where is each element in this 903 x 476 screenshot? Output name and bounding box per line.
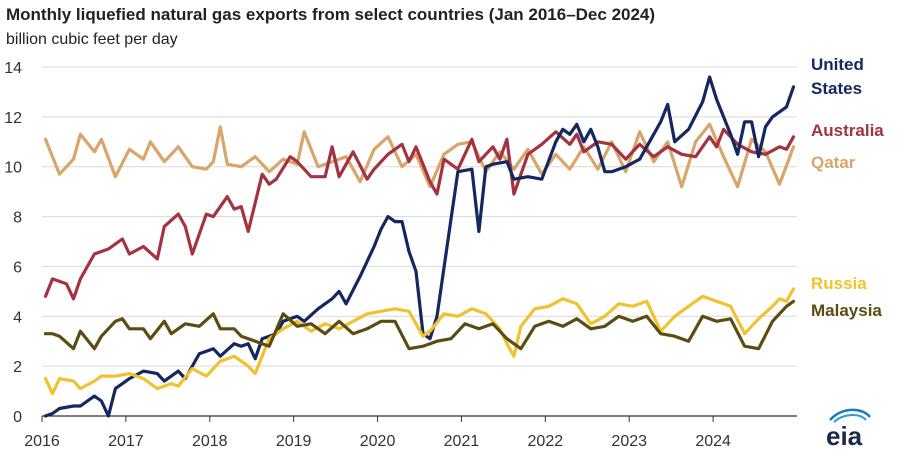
series-line-united-states <box>43 75 796 418</box>
y-tick-label: 12 <box>4 110 22 127</box>
y-tick-label: 2 <box>13 359 22 376</box>
series-line-russia <box>43 287 796 396</box>
series-label-united-states: United <box>811 55 864 74</box>
series-label-russia: Russia <box>811 274 867 293</box>
series-line-australia <box>43 127 796 301</box>
series-lines <box>43 75 796 418</box>
y-tick-label: 4 <box>13 309 22 326</box>
y-axis-unit-label: billion cubic feet per day <box>6 31 178 48</box>
eia-logo-text: eia <box>826 421 863 449</box>
x-tick-label: 2017 <box>108 433 144 450</box>
x-tick-label: 2022 <box>528 433 564 450</box>
y-tick-label: 8 <box>13 210 22 227</box>
series-line-malaysia <box>43 299 796 351</box>
x-tick-label: 2024 <box>695 433 731 450</box>
x-axis: 2016 2017 2018 2019 2020 2021 2022 2023 2024 <box>24 415 797 450</box>
series-label-malaysia: Malaysia <box>811 301 882 320</box>
x-tick-label: 2019 <box>276 433 312 450</box>
y-tick-label: 10 <box>4 160 22 177</box>
x-tick-label: 2021 <box>444 433 480 450</box>
eia-logo: eia <box>820 405 880 451</box>
series-labels: Qatar Australia United States Russia Malaysia <box>811 55 884 320</box>
x-tick-label: 2016 <box>24 433 60 450</box>
chart-title: Monthly liquefied natural gas exports fr… <box>6 5 656 24</box>
x-tick-label: 2018 <box>192 433 228 450</box>
y-axis-ticks: 0 2 4 6 8 10 12 14 <box>4 60 22 426</box>
series-label-united-states: States <box>811 79 862 98</box>
y-tick-label: 14 <box>4 60 22 77</box>
x-tick-label: 2020 <box>360 433 396 450</box>
series-label-qatar: Qatar <box>811 153 856 172</box>
y-tick-label: 0 <box>13 409 22 426</box>
y-tick-label: 6 <box>13 259 22 276</box>
gridlines <box>42 66 797 367</box>
series-label-australia: Australia <box>811 121 884 140</box>
x-tick-label: 2023 <box>611 433 647 450</box>
